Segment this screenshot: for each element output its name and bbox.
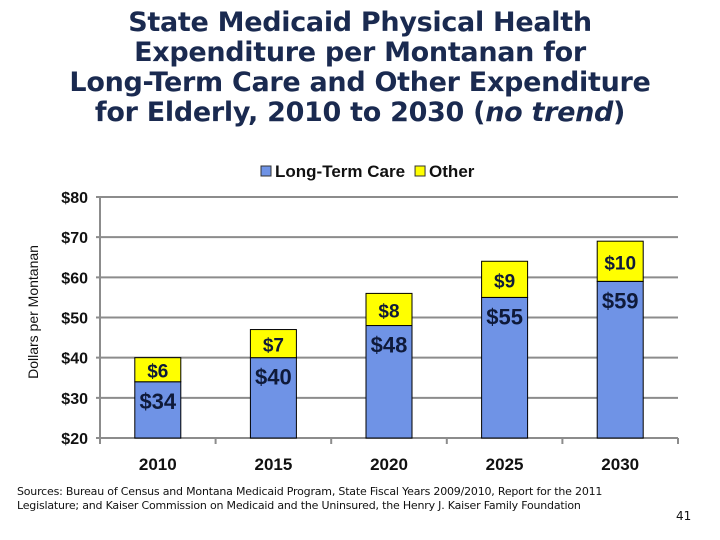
bar-long-term-care-2025 [481, 296, 529, 439]
bar-other-2010 [134, 357, 182, 383]
data-label: $40 [255, 365, 292, 390]
title-line-1: State Medicaid Physical Health [128, 7, 592, 38]
data-label: $8 [378, 301, 399, 322]
bar-long-term-care-2030 [596, 280, 644, 439]
data-label: $10 [604, 253, 636, 274]
bar-other-2025 [481, 260, 529, 298]
y-tick-label: $20 [61, 431, 88, 448]
y-tick-label: $60 [61, 270, 88, 287]
x-tick-label: 2025 [486, 455, 524, 474]
chart-title: State Medicaid Physical Health Expenditu… [0, 8, 720, 128]
legend-swatch [260, 165, 272, 177]
y-tick-label: $80 [61, 190, 88, 207]
title-line-2: Expenditure per Montanan for [134, 37, 586, 68]
bar-long-term-care-2010 [134, 381, 182, 439]
legend-label: Long-Term Care [275, 162, 405, 181]
bar-long-term-care-2020 [365, 325, 413, 439]
x-tick-label: 2010 [139, 455, 177, 474]
bar-other-2030 [596, 240, 644, 282]
x-tick-label: 2015 [254, 455, 292, 474]
title-line-4: for Elderly, 2010 to 2030 (no trend) [0, 98, 720, 128]
data-labels: $34 $6 $40 $7 $48 $8 $55 $9 $59 $10 [139, 253, 638, 414]
y-tick-label: $40 [61, 351, 88, 368]
title-italic: no trend [485, 97, 614, 128]
data-label: $55 [486, 304, 523, 329]
data-label: $48 [371, 333, 408, 358]
sources-note: Sources: Bureau of Census and Montana Me… [17, 485, 603, 512]
data-label: $6 [147, 362, 168, 383]
bars [134, 240, 644, 439]
x-tick-label: 2030 [601, 455, 639, 474]
page-number: 41 [676, 509, 692, 523]
y-tick-label: $70 [61, 230, 88, 247]
y-axis-label: Dollars per Montanan [25, 245, 41, 379]
title-line-4-text: for Elderly, 2010 to 2030 ( [94, 97, 486, 128]
title-line-3: Long-Term Care and Other Expenditure [69, 67, 651, 98]
title-end: ) [613, 97, 626, 128]
legend: Long-Term Care Other [260, 162, 475, 181]
bar-other-2020 [365, 292, 413, 327]
axes: $20 $30 $40 $50 $60 $70 $80 2010 2015 2020 2025 203… [61, 190, 679, 474]
y-tick-label: $50 [61, 311, 88, 328]
bar-long-term-care-2015 [249, 357, 297, 439]
data-label: $7 [263, 336, 284, 357]
data-label: $9 [494, 271, 515, 292]
bar-other-2015 [249, 329, 297, 359]
x-tick-label: 2020 [370, 455, 408, 474]
data-label: $59 [602, 288, 639, 313]
legend-label: Other [429, 162, 475, 181]
y-tick-label: $30 [61, 391, 88, 408]
data-label: $34 [139, 389, 176, 414]
legend-swatch [414, 165, 426, 177]
